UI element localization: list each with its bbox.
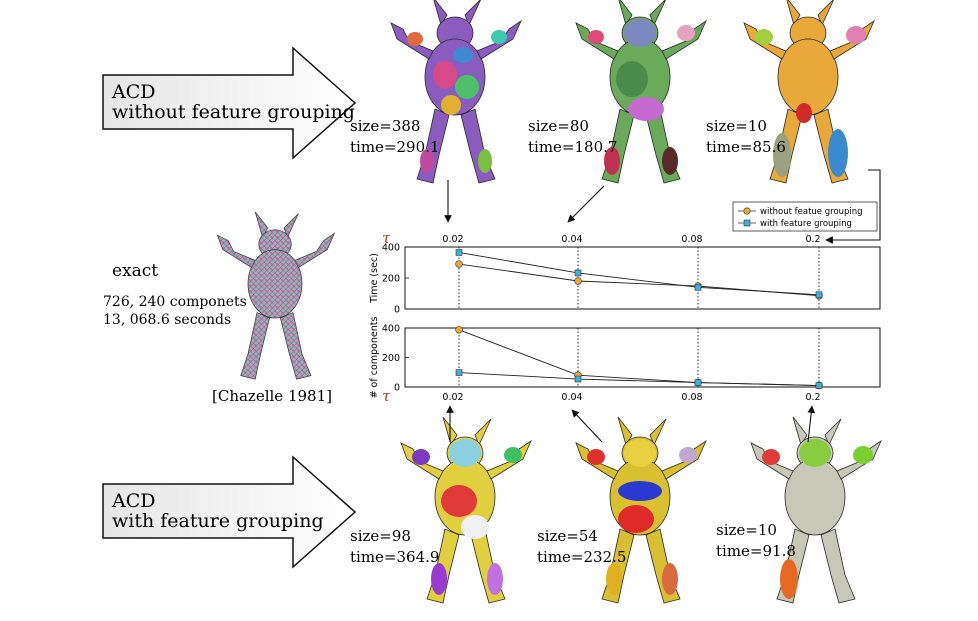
top-time-290: time=290.1: [350, 138, 439, 156]
y-tick-label: 0: [394, 305, 400, 316]
chart-legend: without featue grouping with feature gro…: [732, 201, 878, 232]
top-time-85: time=85.6: [706, 138, 786, 156]
chart-components: 0 200 400# of components τ 0.02 0.04 0.08 0.2: [369, 317, 881, 405]
plot-frame: [404, 327, 881, 388]
point-with: [455, 369, 463, 376]
connector-arrows: [444, 169, 881, 443]
connector-arrow: [825, 169, 881, 244]
bottom-time-232: time=232.5: [537, 548, 626, 566]
big-arrow-shape: [102, 455, 357, 569]
legend-label-with: with feature grouping: [760, 219, 852, 229]
x-tick-label: 0.08: [681, 392, 702, 403]
tau-symbol: τ: [382, 229, 391, 247]
legend-marker-with: [743, 219, 751, 227]
x-tick-label: 0.04: [561, 392, 582, 403]
point-with: [815, 382, 823, 389]
top-time-180: time=180.7: [528, 138, 617, 156]
y-tick-label: 400: [382, 324, 400, 335]
top-arrow-label-1: ACD: [111, 81, 156, 103]
big-arrow-shape: [102, 46, 357, 160]
model-top-10: size=10 time=85.6: [706, 0, 875, 184]
bottom-size-10: size=10: [716, 521, 777, 539]
bottom-time-364: time=364.9: [350, 548, 439, 566]
point-with: [815, 291, 823, 299]
tau-symbol: τ: [382, 387, 391, 405]
bottom-size-98: size=98: [350, 527, 411, 545]
y-tick-label: 200: [382, 274, 400, 285]
point-with: [694, 379, 702, 386]
exact-model: exact 726, 240 componets 13, 068.6 secon…: [103, 211, 335, 405]
x-tick-label: 0.2: [805, 392, 820, 403]
top-size-80: size=80: [528, 117, 589, 135]
point-without: [574, 277, 582, 285]
connector-arrow: [807, 405, 816, 443]
exact-components: 726, 240 componets: [103, 294, 247, 310]
series-line-with: [458, 251, 820, 296]
connector-arrow: [571, 409, 603, 443]
model-bottom-54: size=54 time=232.5: [537, 416, 707, 604]
model-bottom-98: size=98 time=364.9: [350, 416, 532, 604]
exact-seconds: 13, 068.6 seconds: [103, 312, 231, 328]
model-top-80: size=80 time=180.7: [528, 0, 707, 184]
point-with: [455, 249, 463, 256]
model-top-388: size=388 time=290.1: [350, 0, 522, 184]
legend-box: [732, 201, 878, 232]
series-line-with: [458, 372, 820, 386]
y-tick-label: 400: [382, 243, 400, 254]
bottom-time-91: time=91.8: [716, 542, 796, 560]
x-tick-label: 0.08: [681, 234, 702, 245]
top-size-388: size=388: [350, 117, 420, 135]
bottom-size-54: size=54: [537, 527, 598, 545]
exact-citation: [Chazelle 1981]: [212, 387, 332, 405]
x-tick-label: 0.02: [442, 392, 463, 403]
top-row-arrow: ACD without feature grouping: [102, 46, 357, 160]
point-with: [694, 283, 702, 291]
legend-marker-without: [743, 207, 751, 215]
bottom-arrow-label-1: ACD: [111, 490, 156, 512]
y-tick-label: 0: [394, 383, 400, 394]
bottom-arrow-label-2: with feature grouping: [112, 510, 324, 532]
point-with: [574, 375, 582, 383]
y-axis-label: Time (sec): [369, 253, 380, 304]
top-arrow-label-2: without feature grouping: [112, 101, 355, 123]
x-tick-label: 0.02: [442, 234, 463, 245]
top-size-10: size=10: [706, 117, 767, 135]
model-bottom-10: size=10 time=91.8: [716, 416, 882, 604]
point-without: [455, 326, 463, 334]
legend-label-without: without featue grouping: [760, 207, 863, 217]
connector-arrow: [567, 185, 605, 223]
x-tick-label: 0.04: [561, 234, 582, 245]
point-with: [574, 269, 582, 277]
y-tick-label: 200: [382, 353, 400, 364]
y-axis-label: # of components: [369, 317, 380, 399]
plot-frame: [404, 246, 881, 310]
exact-title: exact: [112, 261, 158, 281]
point-without: [455, 260, 463, 268]
x-tick-label: 0.2: [805, 234, 820, 245]
bottom-row-arrow: ACD with feature grouping: [102, 455, 357, 569]
